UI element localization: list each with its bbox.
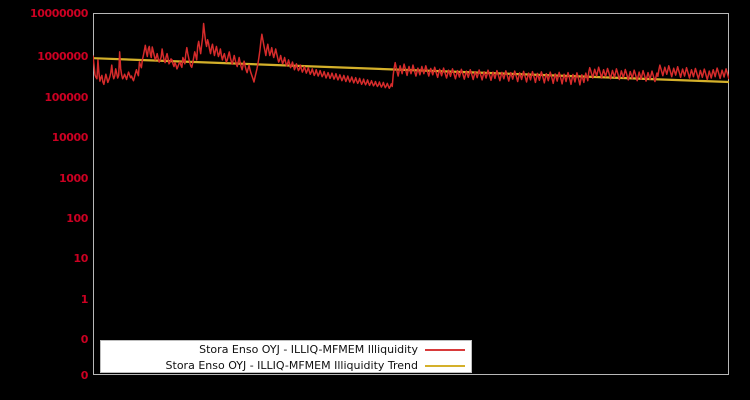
legend-swatch-trend <box>425 364 465 367</box>
legend-swatch-illiquidity <box>425 348 465 351</box>
y-tick-10000: 10000 <box>51 131 89 144</box>
y-axis-tick-labels: 10000000 1000000 100000 10000 1000 100 1… <box>0 0 88 400</box>
legend-label-illiquidity: Stora Enso OYJ - ILLIQ-MFMEM Illiquidity <box>199 343 418 356</box>
y-tick-1: 1 <box>80 293 89 306</box>
y-tick-100: 100 <box>66 212 88 225</box>
illiquidity-line-path <box>93 22 729 90</box>
y-tick-1000: 1000 <box>58 172 88 185</box>
y-tick-1000000: 1000000 <box>37 50 88 63</box>
y-tick-100000: 100000 <box>44 91 88 104</box>
legend-entry-trend[interactable]: Stora Enso OYJ - ILLIQ-MFMEM Illiquidity… <box>101 358 471 373</box>
legend-label-trend: Stora Enso OYJ - ILLIQ-MFMEM Illiquidity… <box>165 359 418 372</box>
y-tick-10000000: 10000000 <box>29 7 88 20</box>
y-tick-0-bottom: 0 <box>80 369 89 382</box>
series-canvas <box>93 22 729 90</box>
legend-entry-illiquidity[interactable]: Stora Enso OYJ - ILLIQ-MFMEM Illiquidity <box>101 342 471 357</box>
legend: Stora Enso OYJ - ILLIQ-MFMEM Illiquidity… <box>100 340 472 373</box>
y-tick-10: 10 <box>73 252 88 265</box>
y-tick-0: 0 <box>80 333 89 346</box>
